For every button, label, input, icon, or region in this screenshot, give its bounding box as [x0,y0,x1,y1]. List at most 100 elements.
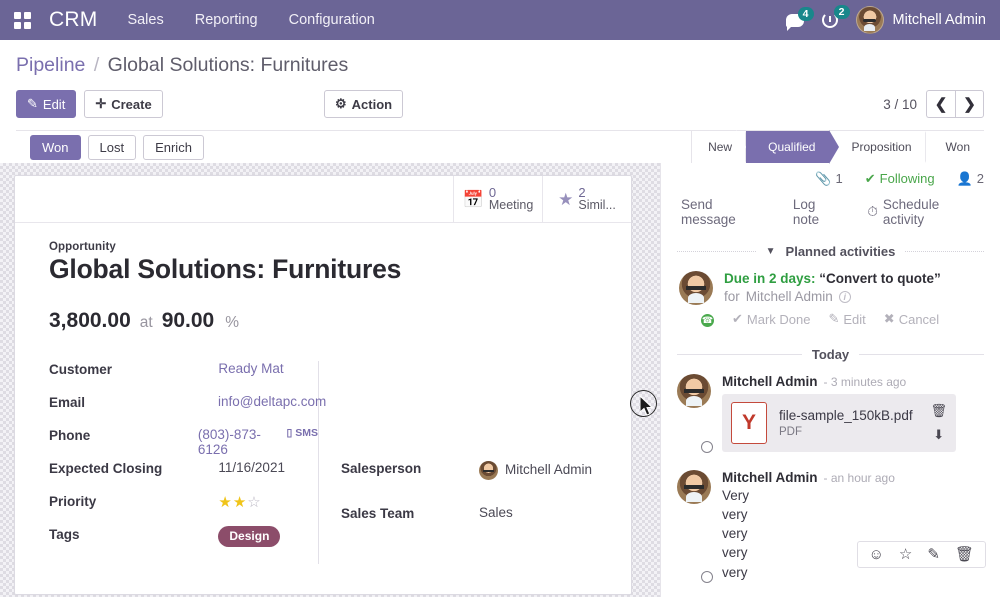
online-status-icon [701,441,713,453]
app-brand[interactable]: CRM [49,8,98,31]
activity-cancel-button[interactable]: ✖ Cancel [884,311,939,327]
close-icon: ✖ [883,311,895,326]
pencil-icon[interactable]: ✎ [927,546,940,563]
field-label-email: Email [49,395,86,410]
stage-proposition[interactable]: Proposition [829,131,933,163]
field-column-left: Customer Ready Mat Email info@deltapc.co… [49,361,327,564]
breadcrumb-root[interactable]: Pipeline [16,54,86,76]
navbar-right-group: 4 2 Mitchell Admin [785,5,986,34]
field-label-salesperson: Salesperson [341,461,422,476]
trash-icon[interactable]: 🗑 [954,546,974,563]
record-type-label: Opportunity [49,241,116,253]
field-value-tags[interactable]: Design [206,526,318,547]
check-icon: ✔ [732,311,743,326]
send-message-button[interactable]: Send message [681,197,736,227]
pager-previous-button[interactable]: ❮ [926,90,955,118]
field-row-sales-team: Sales Team Sales [319,505,594,538]
check-icon: ✔ [864,170,876,186]
status-button-won[interactable]: Won [30,134,81,160]
log-note-button[interactable]: Log note [792,197,820,227]
status-badge[interactable]: Design [218,526,281,547]
expected-revenue-value[interactable]: 3,800.00 [49,309,131,332]
percent-sign: % [225,314,240,331]
field-value-expected-closing[interactable]: 11/16/2021 [218,460,285,475]
pager: 3 / 10 ❮ ❯ [883,90,984,118]
mark-done-button[interactable]: ✔ Mark Done [732,311,810,327]
field-value-email[interactable]: info@deltapc.com [218,394,327,409]
attachment-card[interactable]: Υ file-sample_150kB.pdf PDF 🗑 ⬇ [722,394,956,452]
field-value-phone[interactable]: (803)-873-6126 [197,427,261,457]
download-icon[interactable]: ⬇ [933,427,945,442]
attachment-actions: 🗑 ⬇ [930,403,947,443]
stage-qualified[interactable]: Qualified [746,130,840,164]
avatar [677,374,711,408]
field-label-customer: Customer [49,362,113,377]
sms-button[interactable]: ▯ SMS [287,427,318,439]
star-icon[interactable]: ☆ [898,546,913,563]
message-hover-toolbar: ☺ ☆ ✎ 🗑 [856,541,986,568]
edit-button[interactable]: ✎ Edit [16,90,77,118]
star-icon[interactable]: ★ [218,494,233,511]
activity-assignee-name: Mitchell Admin [745,289,833,304]
messages-button[interactable]: 4 [785,6,814,31]
message-author: Mitchell Admin [722,374,818,389]
field-label-phone: Phone [49,428,91,443]
breadcrumb-separator: / [93,54,100,76]
expected-revenue-row: 3,800.00 at 90.00 % [49,309,631,333]
field-value-sales-team[interactable]: Sales [479,505,513,520]
status-button-enrich[interactable]: Enrich [143,134,204,160]
avatar [479,461,498,480]
probability-value[interactable]: 90.00 [161,309,215,332]
status-action-buttons: Won Lost Enrich [16,131,211,163]
smart-button-meeting[interactable]: 📅 0 Meeting [453,176,542,222]
star-icon[interactable]: ★ [232,494,248,511]
message-avatar-wrap [677,470,713,583]
divider-line [859,354,985,355]
activity-subject: “Convert to quote” [819,271,941,286]
message-timestamp: - an hour ago [823,471,895,485]
mobile-icon: ▯ [286,427,293,439]
field-row-phone: Phone (803)-873-6126 ▯ SMS [49,427,319,460]
caret-down-icon[interactable]: ▼ [765,246,776,257]
nav-item-sales[interactable]: Sales [127,12,164,28]
paperclip-icon: 📎 [815,170,832,186]
create-button[interactable]: ✛ Create [84,90,163,118]
schedule-activity-button[interactable]: ⏱ Schedule activity [867,197,984,227]
following-button[interactable]: ✔ Following [865,171,935,187]
apps-grid-icon[interactable] [14,11,31,29]
stage-won[interactable]: Won [925,131,984,163]
user-menu[interactable]: Mitchell Admin [855,6,986,34]
record-split-view: 📅 0 Meeting ★ 2 Simil... [0,163,1000,597]
status-button-lost[interactable]: Lost [87,134,137,160]
star-icon[interactable]: ☆ [247,494,262,511]
nav-item-reporting[interactable]: Reporting [194,12,258,28]
field-value-priority[interactable]: ★★☆ [206,493,318,511]
field-label-expected-closing: Expected Closing [49,461,163,476]
trash-icon[interactable]: 🗑 [930,403,947,418]
online-status-icon [701,570,713,583]
attachment-filename: file-sample_150kB.pdf [779,408,913,423]
activities-button[interactable]: 2 [821,5,850,28]
attachments-counter[interactable]: 📎 1 [815,171,842,187]
field-row-expected-closing: Expected Closing 11/16/2021 [49,460,319,493]
pager-next-button[interactable]: ❯ [955,90,984,118]
clock-icon: ⏱ [867,204,878,219]
info-icon[interactable]: i [838,290,851,303]
activity-edit-button[interactable]: ✎ Edit [828,311,865,327]
action-button[interactable]: ⚙ Action [324,90,404,118]
emoji-icon[interactable]: ☺ [868,546,884,563]
field-value-salesperson[interactable]: Mitchell Admin [459,460,592,481]
nav-item-configuration[interactable]: Configuration [288,12,375,28]
day-divider-label: Today [811,347,850,362]
chatter-topbar: 📎 1 ✔ Following 👤 2 [677,163,984,194]
followers-counter[interactable]: 👤 2 [957,171,984,187]
meeting-label: Meeting [488,198,534,213]
field-value-customer[interactable]: Ready Mat [218,361,284,376]
message-body: Mitchell Admin - 3 minutes ago Υ file-sa… [722,374,984,452]
top-navbar: CRM Sales Reporting Configuration 4 2 Mi… [0,0,1000,40]
pager-count: 3 / 10 [883,96,917,112]
smart-button-similar[interactable]: ★ 2 Simil... [542,176,631,222]
planned-activities-title: Planned activities [785,244,896,259]
schedule-activity-label: Schedule activity [882,197,940,227]
priority-stars[interactable]: ★★☆ [218,494,261,511]
